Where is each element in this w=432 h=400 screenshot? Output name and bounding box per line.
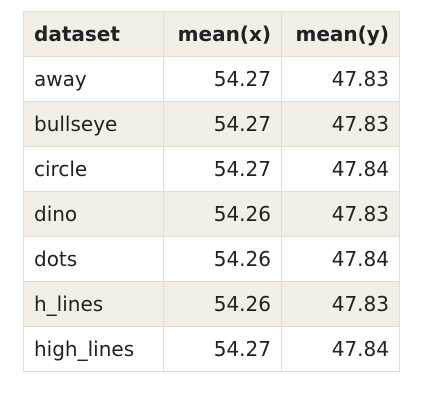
mean-y-cell: 47.84 (281, 326, 400, 372)
table-row: dino 54.26 47.83 (23, 191, 400, 237)
header-row: dataset mean(x) mean(y) (23, 11, 400, 57)
summary-table: dataset mean(x) mean(y) away 54.27 47.83… (23, 11, 400, 372)
mean-x-cell: 54.26 (163, 281, 282, 327)
dataset-cell: high_lines (23, 326, 164, 372)
mean-x-cell: 54.26 (163, 191, 282, 237)
mean-x-cell: 54.27 (163, 101, 282, 147)
dataset-cell: h_lines (23, 281, 164, 327)
table-row: away 54.27 47.83 (23, 56, 400, 102)
column-header-mean-y: mean(y) (281, 11, 400, 57)
mean-y-cell: 47.83 (281, 101, 400, 147)
column-header-dataset: dataset (23, 11, 164, 57)
table-row: bullseye 54.27 47.83 (23, 101, 400, 147)
dataset-cell: circle (23, 146, 164, 192)
summary-table-container: dataset mean(x) mean(y) away 54.27 47.83… (23, 11, 400, 372)
mean-x-cell: 54.27 (163, 146, 282, 192)
mean-y-cell: 47.84 (281, 236, 400, 282)
dataset-cell: dots (23, 236, 164, 282)
table-row: h_lines 54.26 47.83 (23, 281, 400, 327)
mean-x-cell: 54.27 (163, 56, 282, 102)
mean-x-cell: 54.27 (163, 326, 282, 372)
column-header-mean-x: mean(x) (163, 11, 282, 57)
table-body: away 54.27 47.83 bullseye 54.27 47.83 ci… (23, 56, 400, 372)
mean-y-cell: 47.83 (281, 281, 400, 327)
table-row: dots 54.26 47.84 (23, 236, 400, 282)
mean-y-cell: 47.84 (281, 146, 400, 192)
table-row: circle 54.27 47.84 (23, 146, 400, 192)
mean-x-cell: 54.26 (163, 236, 282, 282)
dataset-cell: dino (23, 191, 164, 237)
mean-y-cell: 47.83 (281, 191, 400, 237)
dataset-cell: bullseye (23, 101, 164, 147)
table-row: high_lines 54.27 47.84 (23, 326, 400, 372)
dataset-cell: away (23, 56, 164, 102)
mean-y-cell: 47.83 (281, 56, 400, 102)
table-header: dataset mean(x) mean(y) (23, 11, 400, 57)
